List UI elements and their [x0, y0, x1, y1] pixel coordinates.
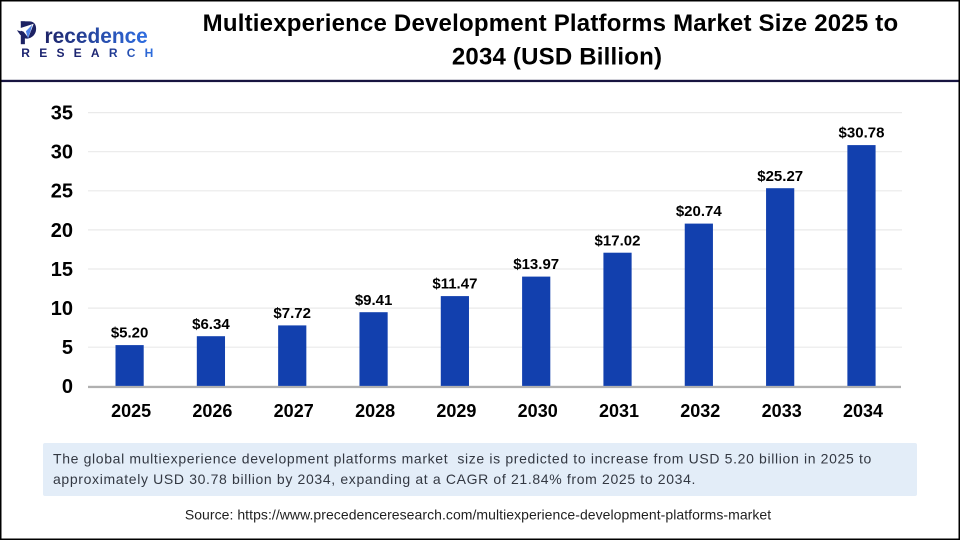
svg-text:20: 20 [51, 220, 73, 242]
svg-text:Source: https://www.precedence: Source: https://www.precedenceresearch.c… [185, 506, 771, 522]
svg-text:Multiexperience Development Pl: Multiexperience Development Platforms Ma… [203, 10, 899, 37]
svg-text:2032: 2032 [680, 401, 720, 421]
svg-text:2034: 2034 [843, 401, 883, 421]
svg-text:2026: 2026 [192, 401, 232, 421]
svg-text:0: 0 [62, 376, 73, 398]
svg-text:2030: 2030 [518, 401, 558, 421]
svg-text:5: 5 [62, 337, 73, 359]
svg-text:2027: 2027 [274, 401, 314, 421]
svg-text:$25.27: $25.27 [757, 168, 803, 185]
svg-text:35: 35 [51, 103, 73, 125]
svg-text:$6.34: $6.34 [192, 316, 230, 333]
svg-text:$7.72: $7.72 [273, 305, 311, 322]
svg-text:$17.02: $17.02 [595, 232, 641, 249]
svg-text:2033: 2033 [762, 401, 802, 421]
svg-text:15: 15 [51, 259, 73, 281]
svg-text:2034 (USD Billion): 2034 (USD Billion) [452, 44, 662, 71]
svg-text:30: 30 [51, 142, 73, 164]
svg-text:$20.74: $20.74 [676, 203, 723, 220]
svg-text:approximately USD 30.78 billio: approximately USD 30.78 billion by 2034,… [53, 471, 696, 487]
svg-text:The global multiexperience dev: The global multiexperience development p… [53, 451, 872, 467]
svg-text:$11.47: $11.47 [432, 276, 477, 293]
svg-text:2031: 2031 [599, 401, 639, 421]
svg-text:2028: 2028 [355, 401, 395, 421]
svg-text:recedence: recedence [45, 25, 148, 48]
svg-text:10: 10 [51, 298, 73, 320]
svg-text:$9.41: $9.41 [355, 292, 393, 309]
svg-text:2025: 2025 [111, 401, 151, 421]
svg-text:2029: 2029 [436, 401, 476, 421]
svg-text:$30.78: $30.78 [839, 125, 885, 142]
svg-text:$13.97: $13.97 [513, 256, 559, 273]
svg-text:$5.20: $5.20 [111, 325, 149, 342]
svg-text:25: 25 [51, 181, 73, 203]
